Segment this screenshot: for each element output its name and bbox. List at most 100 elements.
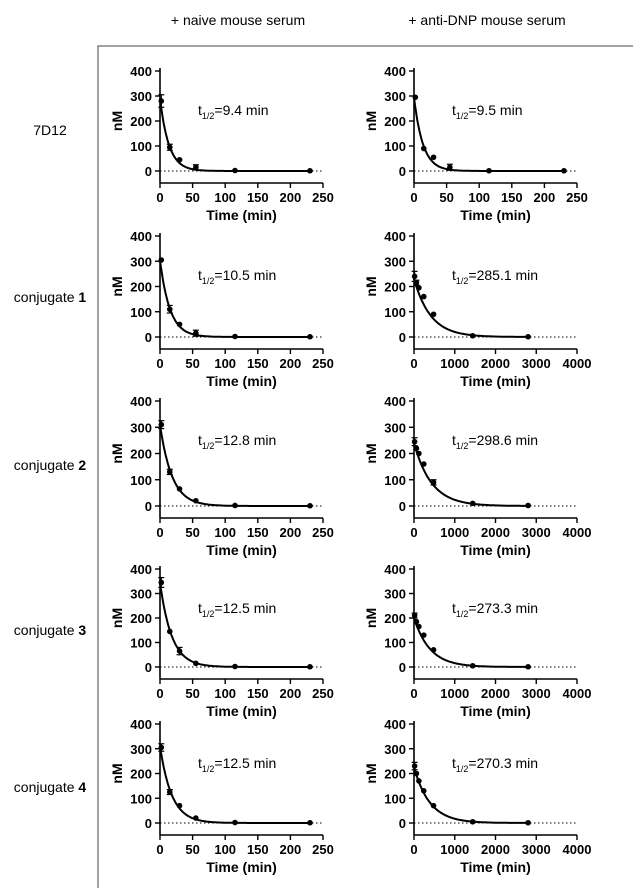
y-tick-label: 400 (384, 562, 406, 577)
fit-curve (413, 442, 529, 507)
data-point (166, 469, 173, 475)
row-label-conjugate-3: conjugate 3 (14, 622, 87, 638)
y-tick-label: 100 (384, 791, 406, 806)
half-life-value: =10.5 min (214, 267, 276, 283)
y-tick-label: 200 (384, 447, 406, 462)
y-tick-label: 300 (130, 587, 152, 602)
half-life-symbol: t (452, 600, 456, 616)
half-life-symbol: t (198, 755, 202, 771)
x-tick-label: 200 (280, 525, 302, 540)
half-life-symbol: t (452, 755, 456, 771)
x-tick-label: 2000 (481, 356, 510, 371)
x-tick-label: 250 (566, 190, 588, 205)
x-tick-label: 100 (468, 190, 490, 205)
row-label-conjugate-4: conjugate 4 (14, 779, 87, 795)
y-tick-label: 200 (130, 114, 152, 129)
y-tick-label: 0 (399, 330, 406, 345)
half-life-value: =12.5 min (214, 755, 276, 771)
data-point (307, 333, 313, 340)
x-tick-label: 250 (312, 842, 334, 857)
data-point (413, 618, 420, 625)
x-tick-label: 250 (312, 190, 334, 205)
x-tick-label: 0 (156, 686, 163, 701)
y-tick-label: 100 (384, 636, 406, 651)
half-life-subscript: 1/2 (456, 764, 469, 774)
half-life-subscript: 1/2 (202, 764, 215, 774)
half-life-subscript: 1/2 (202, 609, 215, 619)
y-axis-title: nM (109, 608, 125, 628)
x-tick-label: 4000 (563, 842, 592, 857)
x-tick-label: 50 (185, 842, 199, 857)
half-life-annotation: t1/2=285.1 min (452, 267, 538, 286)
chart-panel-r1-c0: 0 100 200 300 400 0 50 100 150 200 250 Time (min) nM… (109, 229, 334, 389)
data-point (176, 321, 183, 328)
x-tick-label: 200 (280, 356, 302, 371)
x-tick-label: 4000 (563, 686, 592, 701)
data-point (430, 311, 437, 318)
x-tick-label: 3000 (522, 686, 551, 701)
data-point (416, 450, 422, 457)
x-tick-label: 1000 (440, 686, 469, 701)
data-point (413, 445, 420, 452)
chart-panel-r4-c0: 0 100 200 300 400 0 50 100 150 200 250 Time (min) nM… (109, 717, 334, 875)
data-point (232, 502, 238, 509)
half-life-subscript: 1/2 (202, 276, 215, 286)
data-point (525, 663, 531, 670)
x-tick-label: 50 (185, 686, 199, 701)
half-life-subscript: 1/2 (456, 276, 469, 286)
x-tick-label: 3000 (522, 525, 551, 540)
chart-panel-r3-c0: 0 100 200 300 400 0 50 100 150 200 250 Time (min) nM… (109, 562, 334, 719)
data-point (420, 461, 427, 467)
x-tick-label: 2000 (481, 686, 510, 701)
data-point (193, 497, 199, 504)
chart-panel-r0-c1: 0 100 200 300 400 0 50 100 150 200 250 Time (min) nM… (363, 64, 588, 223)
half-life-annotation: t1/2=9.5 min (452, 102, 523, 121)
y-axis-title: nM (109, 443, 125, 463)
half-life-subscript: 1/2 (456, 111, 469, 121)
data-point (430, 479, 437, 486)
y-tick-label: 200 (130, 280, 152, 295)
x-tick-label: 0 (410, 686, 417, 701)
data-point (176, 802, 183, 809)
y-tick-label: 400 (130, 717, 152, 732)
data-point (416, 623, 422, 630)
data-point (158, 421, 165, 428)
x-axis-title: Time (min) (206, 703, 277, 719)
data-point (525, 819, 531, 826)
x-axis-title: Time (min) (460, 207, 531, 223)
x-axis-title: Time (min) (206, 859, 277, 875)
y-tick-label: 300 (384, 742, 406, 757)
data-point (413, 770, 420, 777)
x-tick-label: 50 (185, 525, 199, 540)
row-label-7d12: 7D12 (33, 122, 67, 138)
y-tick-label: 0 (145, 660, 152, 675)
x-tick-label: 50 (185, 190, 199, 205)
y-tick-label: 100 (130, 636, 152, 651)
data-point (307, 663, 313, 670)
data-point (486, 167, 492, 174)
data-point (430, 647, 437, 653)
x-tick-label: 2000 (481, 842, 510, 857)
x-axis-title: Time (min) (460, 703, 531, 719)
x-tick-label: 1000 (440, 842, 469, 857)
half-life-subscript: 1/2 (456, 609, 469, 619)
data-point (413, 279, 420, 286)
data-point (420, 293, 427, 300)
x-tick-label: 150 (247, 525, 269, 540)
y-tick-label: 0 (399, 660, 406, 675)
data-point (469, 662, 476, 669)
y-axis-title: nM (363, 276, 379, 296)
x-tick-label: 100 (214, 190, 236, 205)
data-point (420, 788, 427, 794)
half-life-annotation: t1/2=10.5 min (198, 267, 276, 286)
x-tick-label: 200 (534, 190, 556, 205)
x-tick-label: 0 (156, 190, 163, 205)
data-point (232, 167, 238, 174)
data-point (416, 778, 422, 784)
y-tick-label: 100 (130, 791, 152, 806)
data-point (166, 144, 173, 151)
x-axis-title: Time (min) (206, 207, 277, 223)
x-tick-label: 150 (247, 190, 269, 205)
chart-panel-r2-c0: 0 100 200 300 400 0 50 100 150 200 250 Time (min) nM… (109, 394, 334, 558)
